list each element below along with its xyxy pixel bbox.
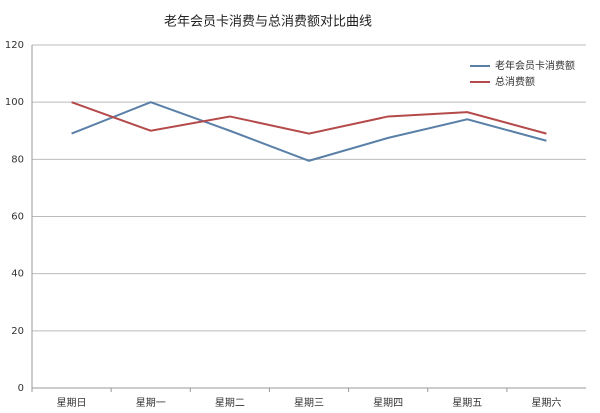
y-tick-label: 0 bbox=[18, 383, 24, 394]
x-tick-label: 星期一 bbox=[136, 397, 166, 409]
y-tick-label: 80 bbox=[11, 154, 24, 165]
y-tick-label: 120 bbox=[5, 40, 24, 51]
x-tick-label: 星期三 bbox=[294, 397, 324, 409]
y-tick-label: 20 bbox=[11, 326, 24, 337]
x-tick-label: 星期日 bbox=[57, 397, 87, 409]
x-tick-label: 星期四 bbox=[373, 397, 403, 409]
series-line bbox=[71, 101, 547, 135]
x-tick-label: 星期二 bbox=[215, 397, 245, 409]
x-tick-label: 星期六 bbox=[531, 397, 561, 409]
y-tick-label: 40 bbox=[11, 269, 24, 280]
chart-title: 老年会员卡消费与总消费额对比曲线 bbox=[164, 15, 372, 30]
y-tick-label: 100 bbox=[5, 97, 24, 108]
legend-label: 总消费额 bbox=[495, 75, 535, 88]
series-line bbox=[71, 101, 547, 162]
x-tick-label: 星期五 bbox=[452, 397, 482, 409]
y-tick-label: 60 bbox=[11, 212, 24, 223]
legend-label: 老年会员卡消费额 bbox=[495, 59, 575, 72]
